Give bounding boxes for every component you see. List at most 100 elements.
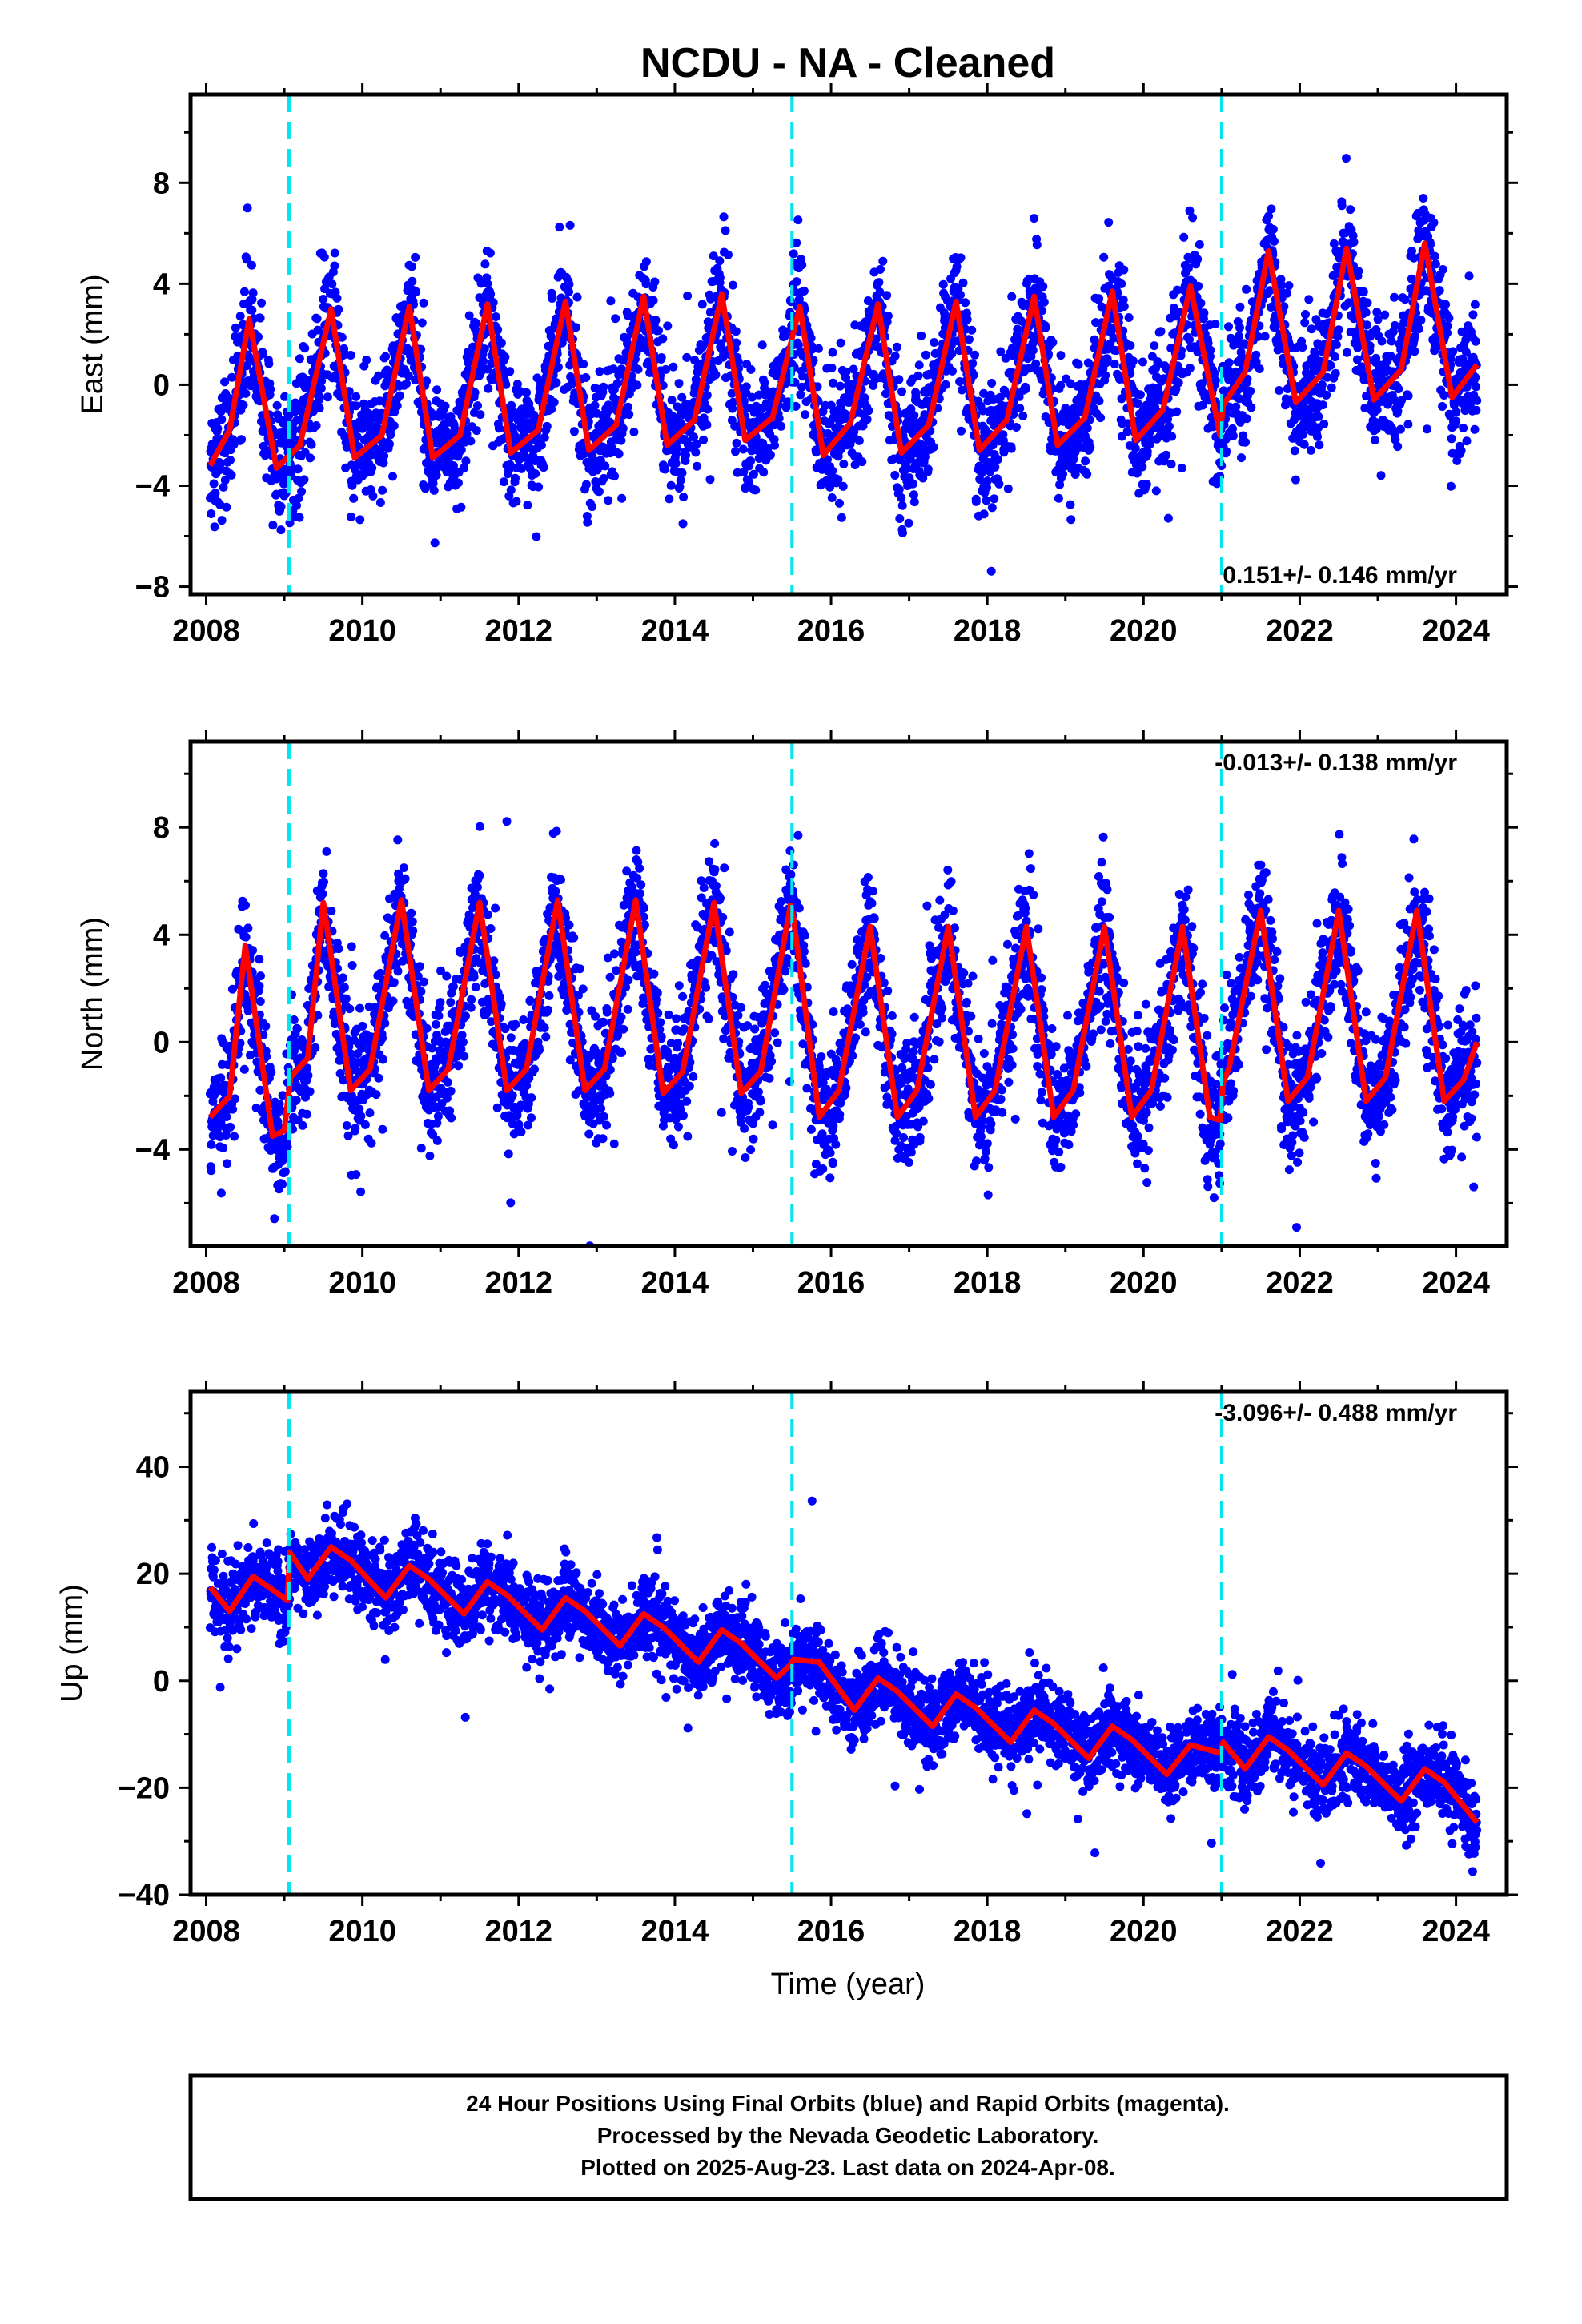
east-data-point <box>1199 308 1209 318</box>
east-data-point <box>1235 323 1244 332</box>
east-data-point <box>1472 382 1481 392</box>
east-data-point <box>1082 424 1092 433</box>
east-data-point <box>904 518 913 528</box>
east-data-point <box>1333 332 1343 341</box>
east-data-point <box>385 440 394 449</box>
east-data-point <box>1393 442 1403 452</box>
north-data-point <box>227 984 237 994</box>
east-data-point <box>671 459 681 468</box>
east-data-point <box>605 417 615 427</box>
east-data-point <box>1464 271 1474 281</box>
east-data-point <box>429 485 439 495</box>
east-data-point <box>272 400 282 410</box>
east-data-point <box>299 475 309 485</box>
east-data-point <box>1260 332 1270 341</box>
east-data-point <box>1235 417 1245 427</box>
east-data-point <box>1362 320 1371 330</box>
east-data-point <box>1211 376 1220 385</box>
east-data-point <box>986 566 996 576</box>
north-data-point <box>367 1138 376 1148</box>
east-data-point <box>1403 391 1413 400</box>
east-data-point <box>656 353 666 362</box>
east-data-point <box>909 490 918 500</box>
east-data-point <box>941 380 950 389</box>
east-data-point <box>588 502 597 512</box>
north-data-point <box>358 1021 367 1031</box>
east-data-point <box>1015 404 1025 413</box>
east-data-point <box>1138 357 1147 367</box>
east-data-point <box>1203 339 1213 348</box>
east-data-point <box>440 401 450 411</box>
east-data-point <box>729 280 737 290</box>
east-data-point <box>990 494 999 504</box>
east-data-point <box>1317 380 1327 389</box>
north-data-point <box>364 1002 374 1011</box>
east-data-point <box>1254 332 1263 341</box>
east-data-point <box>651 316 661 325</box>
east-data-point <box>876 265 885 274</box>
east-data-point <box>921 350 930 360</box>
east-data-point <box>908 479 917 489</box>
east-data-point <box>581 373 591 382</box>
east-data-point <box>1468 310 1478 320</box>
east-data-point <box>207 509 216 518</box>
east-data-point <box>1080 380 1090 389</box>
east-data-point <box>499 477 508 487</box>
east-data-point <box>1090 335 1099 344</box>
east-data-point <box>572 292 582 302</box>
east-data-point <box>1179 232 1189 242</box>
east-data-point <box>1301 310 1310 319</box>
east-data-point <box>1164 421 1174 431</box>
east-data-point <box>317 376 327 386</box>
east-data-point <box>677 468 687 477</box>
east-data-point <box>892 342 901 352</box>
east-data-point <box>235 312 245 321</box>
east-data-point <box>1013 324 1022 334</box>
east-data-point <box>970 350 979 360</box>
east-data-point <box>702 391 712 400</box>
east-data-point <box>952 262 962 271</box>
east-data-point <box>836 338 845 348</box>
east-data-point <box>579 360 588 369</box>
east-data-point <box>1372 308 1382 317</box>
east-data-point <box>1206 345 1215 355</box>
east-data-point <box>1314 412 1323 421</box>
east-data-point <box>1313 432 1322 441</box>
east-data-point <box>583 517 592 527</box>
east-data-point <box>606 296 616 306</box>
east-data-point <box>542 421 552 431</box>
east-data-point <box>1110 360 1119 368</box>
east-data-point <box>1472 396 1482 405</box>
east-data-point <box>774 413 784 423</box>
east-data-point <box>979 388 989 398</box>
east-y-tick-label: −4 <box>135 469 170 503</box>
north-data-point <box>298 1120 307 1130</box>
east-data-point <box>1055 480 1065 489</box>
east-data-point <box>1348 231 1358 240</box>
east-data-point <box>1172 407 1182 416</box>
east-data-point <box>1268 224 1278 234</box>
east-data-point <box>1296 412 1306 421</box>
north-data-point <box>207 1140 216 1149</box>
east-data-point <box>1081 456 1090 466</box>
east-data-point <box>500 352 510 362</box>
east-data-point <box>472 319 481 328</box>
east-data-point <box>1439 391 1449 400</box>
east-data-point <box>1242 284 1251 294</box>
east-data-point <box>1074 360 1083 369</box>
east-data-point <box>488 298 498 308</box>
east-data-point <box>1331 368 1340 378</box>
north-data-point <box>241 932 251 942</box>
east-data-point <box>1101 371 1110 380</box>
east-data-point <box>869 381 878 390</box>
east-data-point <box>705 475 715 485</box>
east-data-point <box>897 501 907 510</box>
east-data-point <box>1326 360 1335 370</box>
east-data-point <box>420 484 430 493</box>
east-data-point <box>1194 281 1203 291</box>
east-data-point <box>1018 411 1028 420</box>
east-data-point <box>476 410 485 420</box>
east-data-point <box>408 276 417 286</box>
east-data-point <box>611 314 620 324</box>
east-panel: 2008 2010 2012 2014 2016 2018 2020 2022 2024−8−4… <box>76 83 1518 648</box>
